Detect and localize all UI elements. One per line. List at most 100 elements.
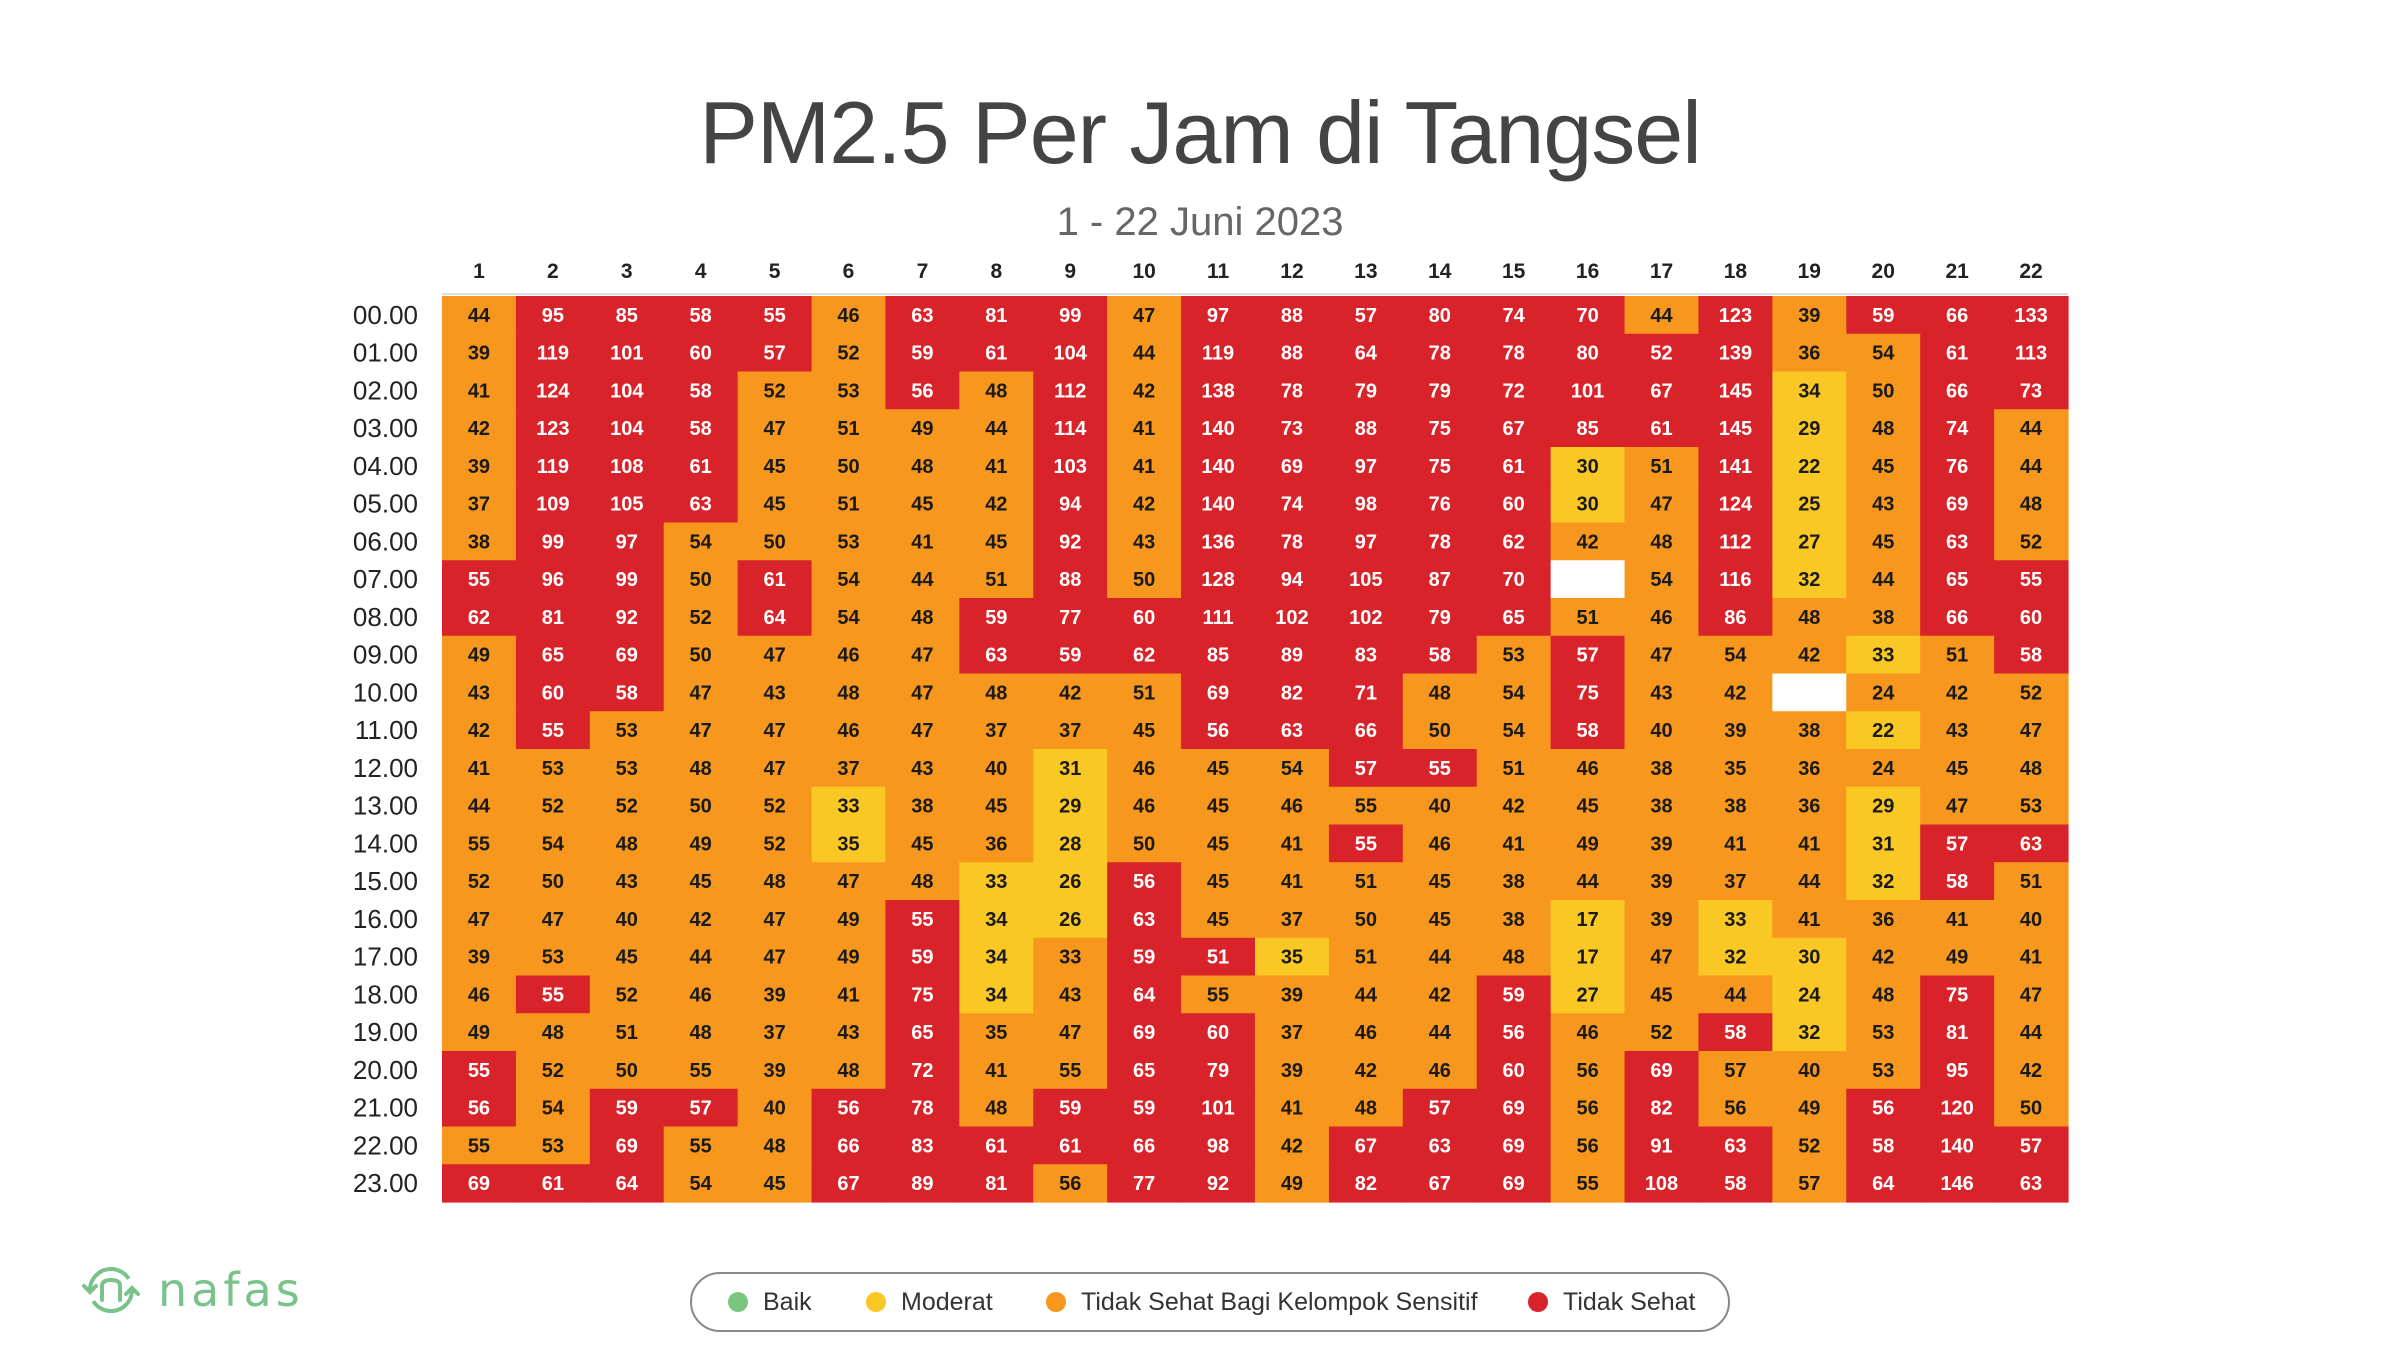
heatmap-cell [589, 673, 665, 712]
column-label: 9 [1064, 260, 1076, 283]
cell-value-label: 75 [911, 984, 933, 1006]
heatmap-cell [959, 1088, 1034, 1128]
cell-value-label: 58 [690, 305, 712, 327]
heatmap-cell [1402, 409, 1478, 448]
cell-value-label: 80 [1429, 305, 1451, 327]
heatmap-cell [1476, 1088, 1552, 1128]
column-label: 4 [695, 260, 707, 283]
cell-value-label: 81 [542, 607, 564, 629]
cell-value-label: 31 [1872, 833, 1894, 855]
cell-value-label: 82 [1281, 682, 1303, 704]
heatmap-cell [1920, 749, 1995, 788]
heatmap-cell [811, 560, 887, 599]
cell-value-label: 105 [610, 494, 643, 516]
heatmap-cell [1476, 862, 1552, 901]
cell-value-label: 58 [690, 380, 712, 402]
heatmap-cell [442, 333, 517, 373]
heatmap-cell [1772, 371, 1847, 410]
heatmap-cell [1920, 975, 1995, 1014]
heatmap-cell [663, 1088, 739, 1128]
cell-value-label: 48 [911, 607, 933, 629]
cell-value-label: 17 [1576, 909, 1598, 931]
cell-value-label: 38 [1650, 796, 1672, 818]
row-label: 18.00 [353, 979, 418, 1009]
cell-value-label: 42 [1429, 984, 1451, 1006]
cell-value-label: 47 [911, 682, 933, 704]
cell-value-label: 34 [985, 947, 1008, 969]
cell-value-label: 47 [1650, 645, 1672, 667]
cell-value-label: 48 [985, 1098, 1007, 1120]
heatmap-cell [1033, 673, 1108, 712]
cell-value-label: 46 [1133, 796, 1155, 818]
cell-value-label: 44 [1724, 984, 1747, 1006]
cell-value-label: 77 [1059, 607, 1081, 629]
heatmap-cell [959, 862, 1034, 901]
cell-value-label: 89 [1281, 645, 1303, 667]
heatmap-cell [1920, 937, 1995, 977]
cell-value-label: 25 [1798, 494, 1820, 516]
cell-value-label: 97 [616, 531, 638, 553]
heatmap-cell [885, 1126, 960, 1165]
cell-value-label: 55 [911, 909, 933, 931]
cell-value-label: 45 [763, 494, 785, 516]
cell-value-label: 59 [1872, 305, 1894, 327]
cell-value-label: 46 [468, 984, 490, 1006]
cell-value-label: 63 [1133, 909, 1155, 931]
cell-value-label: 45 [690, 871, 712, 893]
cell-value-label: 45 [1207, 758, 1229, 780]
cell-value-label: 34 [985, 984, 1008, 1006]
cell-value-label: 55 [690, 1060, 712, 1082]
cell-value-label: 50 [1133, 569, 1155, 591]
heatmap-cell [1476, 673, 1552, 712]
cell-value-label: 138 [1201, 380, 1234, 402]
heatmap-cell [885, 296, 960, 335]
cell-value-label: 82 [1355, 1173, 1377, 1195]
cell-value-label: 50 [616, 1060, 638, 1082]
cell-value-label: 47 [763, 758, 785, 780]
cell-value-label: 38 [1872, 607, 1894, 629]
heatmap-cell [663, 371, 739, 410]
heatmap-cell [589, 1051, 665, 1090]
heatmap-cell [1033, 447, 1108, 486]
cell-value-label: 56 [468, 1098, 490, 1120]
heatmap-cell [1772, 673, 1847, 712]
heatmap-cell [1772, 900, 1847, 939]
cell-value-label: 78 [1429, 531, 1451, 553]
heatmap-cell [1181, 1051, 1256, 1090]
heatmap-cell [1920, 1013, 1995, 1052]
cell-value-label: 42 [1133, 494, 1155, 516]
heatmap-cell [1476, 635, 1552, 675]
cell-value-label: 41 [1281, 871, 1303, 893]
cell-value-label: 32 [1798, 1022, 1820, 1044]
heatmap-cell [1994, 1088, 2069, 1128]
cell-value-label: 95 [1946, 1060, 1968, 1082]
cell-value-label: 47 [468, 909, 490, 931]
cell-value-label: 58 [1946, 871, 1968, 893]
cell-value-label: 81 [1946, 1022, 1968, 1044]
cell-value-label: 52 [2020, 682, 2042, 704]
heatmap-cell [1920, 824, 1995, 863]
cell-value-label: 88 [1355, 418, 1377, 440]
cell-value-label: 40 [1798, 1060, 1820, 1082]
heatmap-cell [1181, 409, 1256, 448]
cell-value-label: 47 [763, 418, 785, 440]
cell-value-label: 140 [1201, 456, 1234, 478]
cell-value-label: 57 [1724, 1060, 1746, 1082]
heatmap-cell [1181, 673, 1256, 712]
cell-value-label: 61 [1503, 456, 1525, 478]
heatmap-cell [442, 484, 517, 524]
heatmap-cell [1994, 711, 2069, 750]
cell-value-label: 53 [542, 947, 564, 969]
heatmap-cell [1846, 711, 1921, 750]
heatmap-cell [1698, 1051, 1773, 1090]
cell-value-label: 42 [2020, 1060, 2042, 1082]
heatmap-cell [1402, 1126, 1478, 1165]
heatmap-cell [959, 635, 1034, 675]
cell-value-label: 39 [468, 343, 490, 365]
heatmap-cell [1550, 484, 1626, 524]
cell-value-label: 56 [1207, 720, 1229, 742]
cell-value-label: 114 [1054, 418, 1087, 440]
cell-value-label: 36 [1872, 909, 1894, 931]
heatmap-cell [885, 635, 960, 675]
heatmap-cell [1402, 900, 1478, 939]
